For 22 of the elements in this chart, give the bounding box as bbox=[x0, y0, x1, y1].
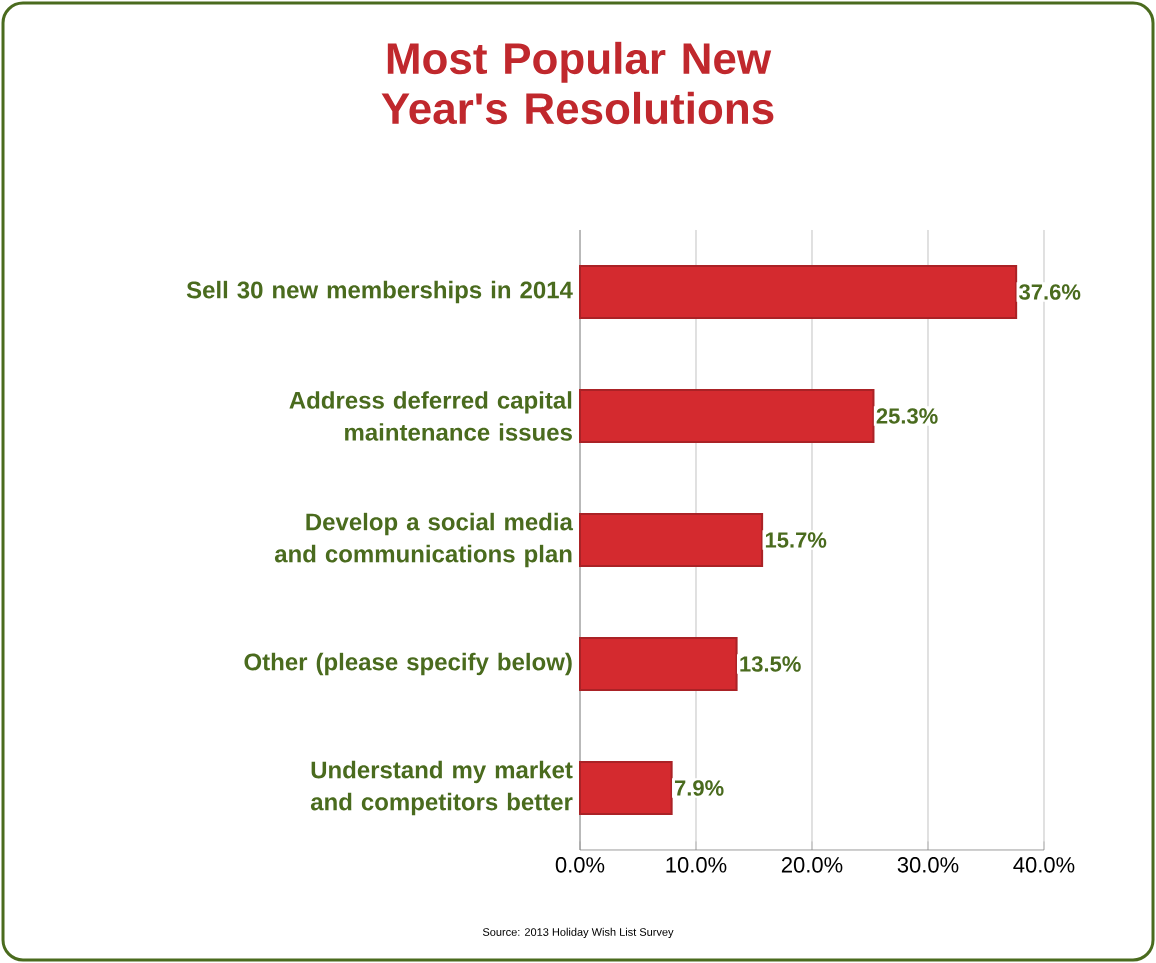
x-tick-label: 10.0% bbox=[666, 857, 727, 873]
x-tick-label: 20.0% bbox=[781, 857, 843, 873]
bar bbox=[579, 264, 1018, 319]
data-label: 25.3% bbox=[876, 408, 938, 424]
bar bbox=[579, 388, 875, 443]
x-tick-label: 40.0% bbox=[1013, 857, 1075, 873]
y-tick-label: Develop a social media and communications plan bbox=[274, 512, 574, 568]
bar bbox=[579, 512, 764, 567]
source-note: Source: 2013 Holiday Wish List Survey bbox=[482, 927, 674, 939]
x-tick-label: 30.0% bbox=[897, 857, 959, 873]
bar bbox=[579, 636, 738, 691]
data-label: 15.7% bbox=[765, 532, 827, 548]
y-tick-label: Sell 30 new memberships in 2014 bbox=[186, 280, 573, 304]
y-tick-label: Understand my market and competitors better bbox=[310, 760, 573, 816]
x-tick-label: 0.0% bbox=[555, 857, 605, 873]
y-tick-label: Address deferred capital maintenance issues bbox=[289, 391, 572, 441]
bar bbox=[579, 760, 673, 815]
chart-title: Most Popular New Year's Resolutions bbox=[381, 41, 774, 125]
data-label: 37.6% bbox=[1019, 284, 1081, 300]
data-label: 7.9% bbox=[674, 780, 724, 796]
data-label: 13.5% bbox=[740, 656, 801, 672]
y-tick-label: Other (please specify below) bbox=[244, 652, 572, 676]
